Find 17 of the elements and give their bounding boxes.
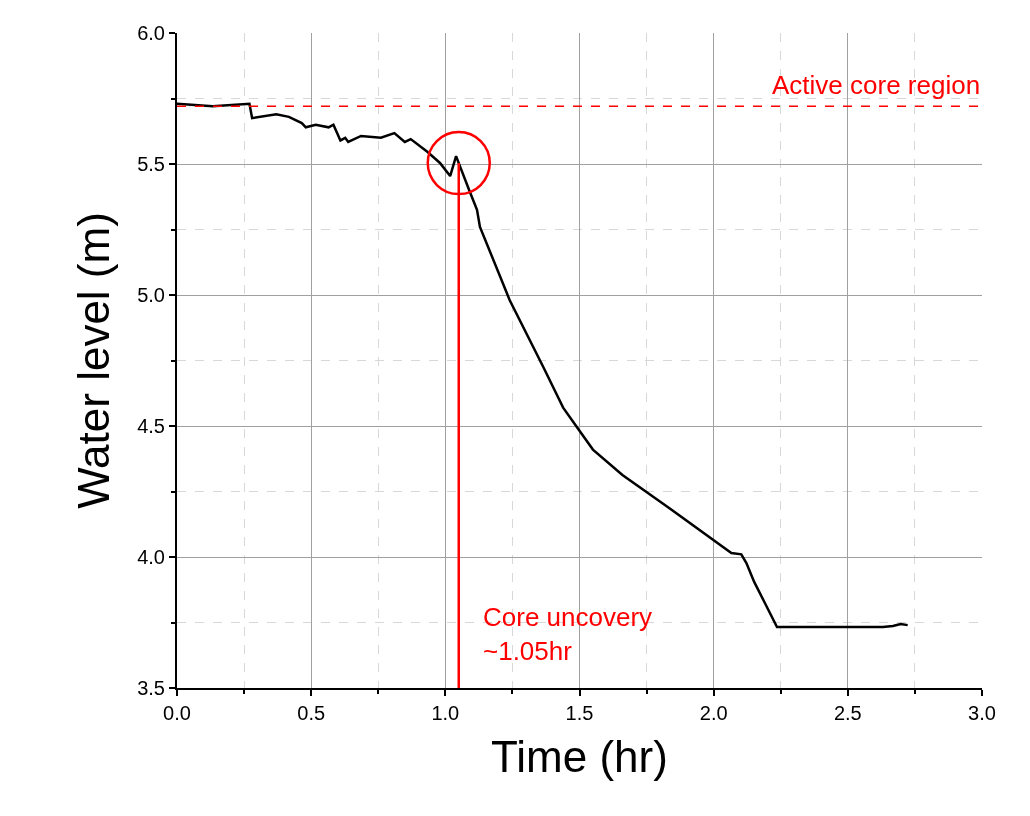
x-axis-title: Time (hr) xyxy=(491,731,668,781)
x-tick-label: 1.5 xyxy=(565,702,594,724)
x-tick-label: 2.0 xyxy=(699,702,728,724)
x-tick-label: 0.5 xyxy=(297,702,326,724)
ref-line-label: Active core region xyxy=(772,70,981,100)
y-tick-label: 6.0 xyxy=(137,22,165,44)
x-tick-label: 2.5 xyxy=(833,702,862,724)
x-tick-label: 3.0 xyxy=(968,702,996,724)
y-axis-title: Water level (m) xyxy=(68,212,118,509)
y-tick-label: 5.0 xyxy=(137,284,165,306)
y-tick-label: 3.5 xyxy=(137,677,165,699)
x-tick-label: 1.0 xyxy=(431,702,460,724)
ref-line-label: Core uncovery ~1.05hr xyxy=(483,602,653,666)
y-tick-label: 4.0 xyxy=(137,546,165,568)
y-tick-label: 5.5 xyxy=(137,153,165,175)
x-tick-label: 0.0 xyxy=(163,702,191,724)
y-tick-label: 4.5 xyxy=(137,415,165,437)
